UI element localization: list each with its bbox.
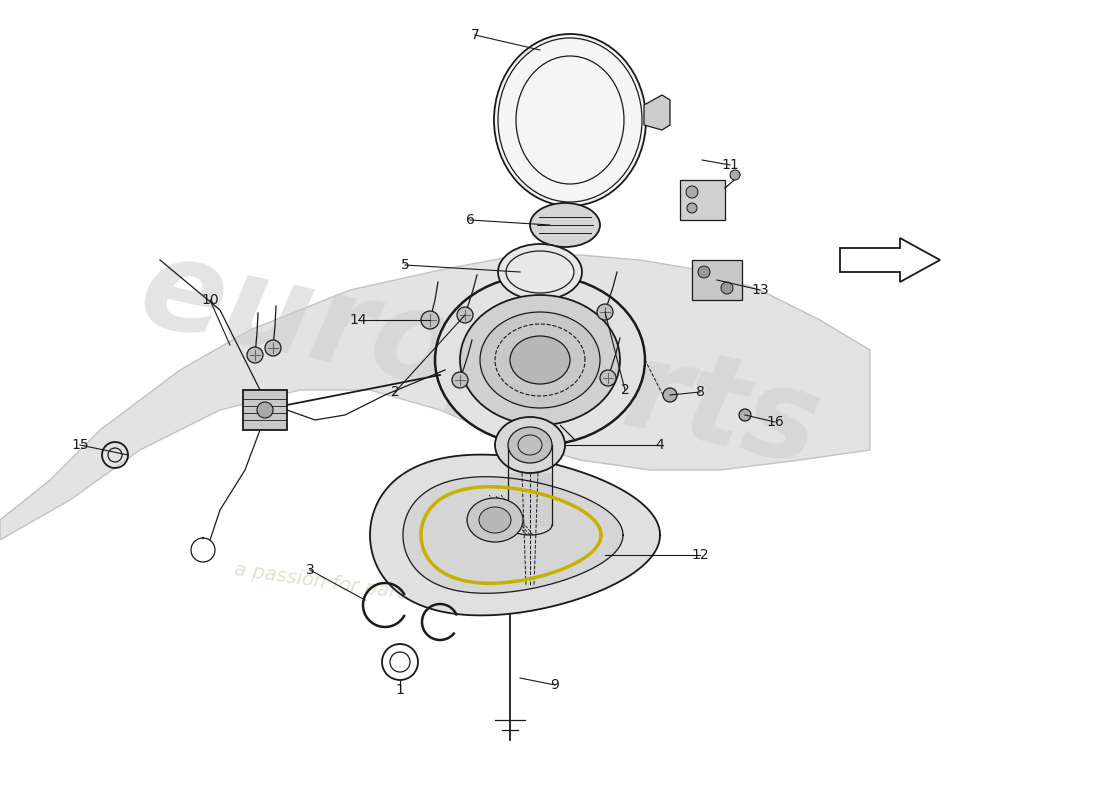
Ellipse shape <box>480 312 600 408</box>
Ellipse shape <box>688 203 697 213</box>
Ellipse shape <box>508 427 552 463</box>
Ellipse shape <box>498 244 582 300</box>
Ellipse shape <box>698 266 710 278</box>
Polygon shape <box>680 180 725 220</box>
Text: 14: 14 <box>349 313 366 327</box>
Ellipse shape <box>468 498 522 542</box>
Ellipse shape <box>495 417 565 473</box>
Polygon shape <box>644 95 670 130</box>
Text: 8: 8 <box>695 385 704 399</box>
Ellipse shape <box>600 370 616 386</box>
Text: 5: 5 <box>400 258 409 272</box>
Polygon shape <box>403 477 623 594</box>
Text: 7: 7 <box>471 28 480 42</box>
Polygon shape <box>0 255 870 540</box>
Polygon shape <box>840 238 940 282</box>
Ellipse shape <box>494 34 646 206</box>
Ellipse shape <box>663 388 676 402</box>
Ellipse shape <box>686 186 698 198</box>
Text: 6: 6 <box>465 213 474 227</box>
Ellipse shape <box>739 409 751 421</box>
Ellipse shape <box>597 304 613 320</box>
Text: 13: 13 <box>751 283 769 297</box>
Ellipse shape <box>434 275 645 445</box>
Text: a passion for parts since 1985: a passion for parts since 1985 <box>233 560 527 620</box>
Text: 11: 11 <box>722 158 739 172</box>
Ellipse shape <box>530 203 600 247</box>
Text: 1: 1 <box>396 683 405 697</box>
Polygon shape <box>692 260 742 300</box>
Ellipse shape <box>421 311 439 329</box>
Text: 3: 3 <box>306 563 315 577</box>
Ellipse shape <box>720 282 733 294</box>
Text: europarts: europarts <box>130 229 830 491</box>
Text: 2: 2 <box>620 383 629 397</box>
Ellipse shape <box>478 507 512 533</box>
Text: 16: 16 <box>766 415 784 429</box>
Polygon shape <box>370 454 660 615</box>
Text: 15: 15 <box>72 438 89 452</box>
Ellipse shape <box>460 295 620 425</box>
Ellipse shape <box>257 402 273 418</box>
Ellipse shape <box>265 340 280 356</box>
Polygon shape <box>243 390 287 430</box>
Text: 2: 2 <box>390 385 399 399</box>
Text: 4: 4 <box>656 438 664 452</box>
Text: 10: 10 <box>201 293 219 307</box>
Ellipse shape <box>730 170 740 180</box>
Ellipse shape <box>510 336 570 384</box>
Ellipse shape <box>248 347 263 363</box>
Ellipse shape <box>452 372 468 388</box>
Text: 9: 9 <box>551 678 560 692</box>
Ellipse shape <box>456 307 473 323</box>
Text: 12: 12 <box>691 548 708 562</box>
